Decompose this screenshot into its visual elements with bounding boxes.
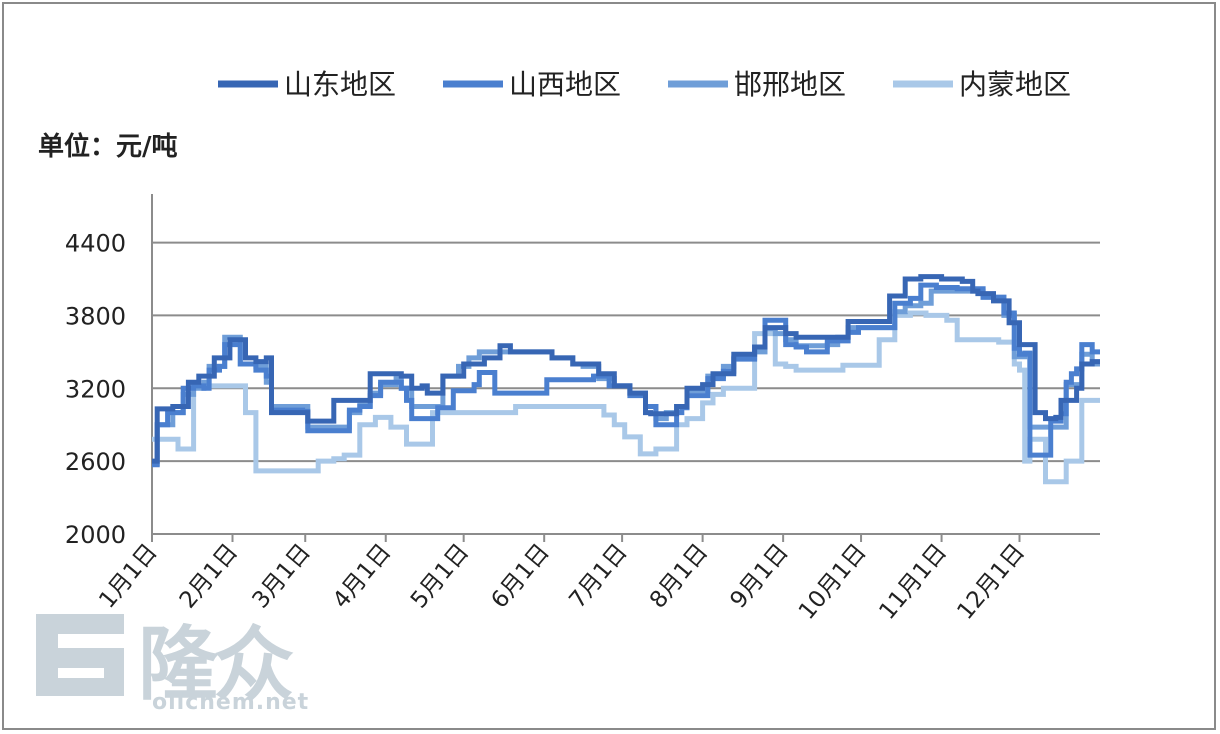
watermark-brand: 隆众 [138,618,294,711]
x-tick-label: 9月1日 [725,539,793,613]
legend-label: 山东地区 [284,68,396,101]
y-tick-label: 4400 [65,230,126,258]
legend-label: 山西地区 [509,68,621,101]
x-tick-label: 5月1日 [406,539,474,613]
x-tick-label: 8月1日 [645,539,713,613]
unit-label: 单位：元/吨 [38,132,178,162]
watermark-site: oilchem.net [152,690,310,715]
legend: 山东地区 山西地区 邯邢地区 内蒙地区 [218,68,1071,101]
x-tick-label: 12月1日 [952,539,1030,625]
legend-label: 内蒙地区 [959,68,1071,101]
axes [151,194,1100,542]
legend-label: 邯邢地区 [734,68,846,101]
x-tick-label: 4月1日 [328,539,396,613]
y-tick-label: 2000 [65,521,126,549]
y-tick-label: 2600 [65,448,126,476]
y-tick-label: 3800 [65,302,126,330]
x-tick-label: 6月1日 [486,539,554,613]
y-tick-label: 3200 [65,375,126,403]
watermark-logo-icon [36,614,124,696]
x-tick-label: 11月1日 [874,539,952,625]
x-tick-label: 7月1日 [564,539,632,613]
series-line-0 [152,274,1100,464]
x-tick-label: 10月1日 [794,539,872,625]
series-line-3 [152,310,1100,485]
series-lines [152,274,1100,485]
y-tick-labels: 2000 2600 3200 3800 4400 [65,230,126,549]
